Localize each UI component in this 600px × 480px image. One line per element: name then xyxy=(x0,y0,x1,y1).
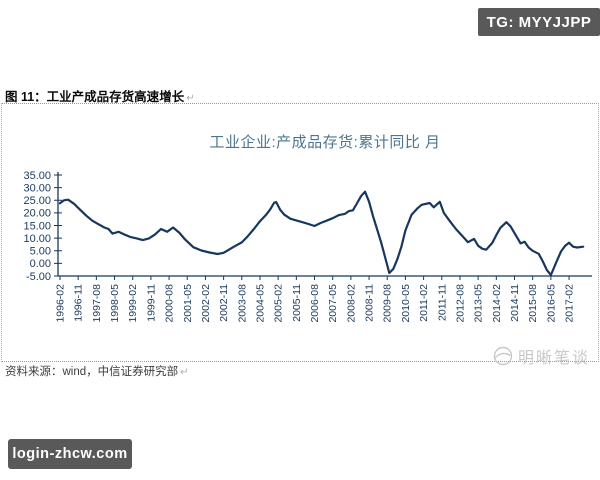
x-tick-label: 2002-11 xyxy=(218,284,230,322)
x-tick-label: 2017-02 xyxy=(564,284,576,323)
inventory-yoy-series-line xyxy=(58,190,585,277)
x-tick-label: 2012-08 xyxy=(454,284,466,323)
x-tick-label: 2016-05 xyxy=(545,284,557,323)
y-tick-label: 20.00 xyxy=(23,208,51,220)
x-tick-label: 2008-02 xyxy=(345,284,357,323)
x-tick-label: 1996-11 xyxy=(73,284,85,322)
chart-title: 工业企业:产成品存货:累计同比 月 xyxy=(209,134,441,151)
x-tick-label: 2000-08 xyxy=(164,284,176,323)
x-tick-label: 2003-08 xyxy=(236,284,248,323)
data-source-text: 资料来源：wind，中信证券研究部 xyxy=(5,366,179,378)
site-badge[interactable]: login-zhcw.com xyxy=(8,439,132,469)
x-tick-label: 2010-05 xyxy=(400,284,412,323)
x-tick-label: 2001-05 xyxy=(182,284,194,323)
y-tick-label: 10.00 xyxy=(23,233,51,245)
watermark: 明晰笔谈 xyxy=(492,344,590,368)
x-tick-label: 2002-02 xyxy=(200,284,212,323)
x-tick-label: 2008-11 xyxy=(364,284,376,322)
figure-frame xyxy=(1,103,599,362)
y-tick-label: 25.00 xyxy=(23,195,51,207)
watermark-text: 明晰笔谈 xyxy=(518,350,591,367)
y-tick-label: 15.00 xyxy=(23,220,51,232)
x-tick-label: 2007-05 xyxy=(327,284,339,323)
x-tick-label: 2013-05 xyxy=(473,284,485,323)
x-tick-label: 2011-02 xyxy=(418,284,430,322)
x-tick-label: 1998-05 xyxy=(109,284,121,323)
x-tick-label: 1999-11 xyxy=(145,284,157,322)
y-tick-label: 5.00 xyxy=(30,246,51,258)
data-source-note: 资料来源：wind，中信证券研究部 ↵ xyxy=(5,363,189,379)
x-tick-label: 2004-05 xyxy=(254,284,266,323)
figure-caption: 图 11：工业产成品存货高速增长 ↵ xyxy=(5,86,195,105)
x-tick-label: 2005-11 xyxy=(291,284,303,322)
y-tick-label: 30.00 xyxy=(23,182,51,194)
x-tick-label: 2006-08 xyxy=(309,284,321,323)
paragraph-return-mark: ↵ xyxy=(186,93,195,104)
figure-caption-text: 图 11：工业产成品存货高速增长 xyxy=(5,90,185,104)
y-tick-label: -5.00 xyxy=(26,271,51,283)
y-tick-label: 35.00 xyxy=(23,170,51,182)
x-tick-label: 2009-08 xyxy=(382,284,394,323)
x-tick-label: 2015-08 xyxy=(527,284,539,323)
x-tick-label: 2011-11 xyxy=(436,284,448,321)
swirl-logo-icon xyxy=(493,346,513,366)
x-tick-label: 1997-08 xyxy=(91,284,103,323)
line-chart: 35.0030.0025.0020.0015.0010.005.000.00-5… xyxy=(23,170,592,323)
x-tick-label: 2005-02 xyxy=(273,284,285,323)
paragraph-return-mark: ↵ xyxy=(180,367,189,378)
telegram-badge[interactable]: TG: MYYJJPP xyxy=(478,8,600,36)
y-tick-label: 0.00 xyxy=(30,258,51,270)
x-tick-label: 1996-02 xyxy=(55,284,67,323)
x-tick-label: 1999-02 xyxy=(127,284,139,323)
x-tick-label: 2014-11 xyxy=(509,284,521,322)
x-tick-label: 2014-02 xyxy=(491,284,503,323)
